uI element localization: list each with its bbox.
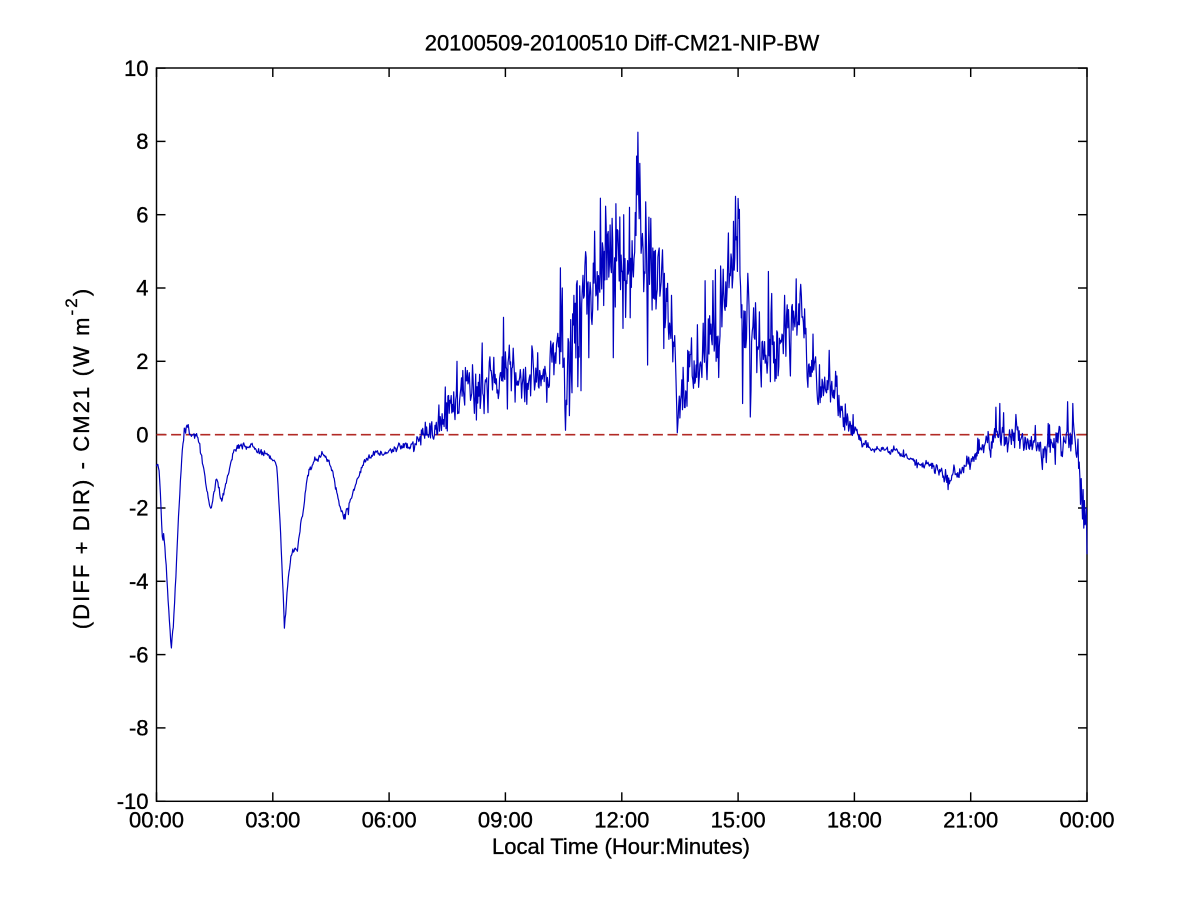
- svg-text:4: 4: [136, 276, 148, 301]
- svg-text:00:00: 00:00: [129, 808, 184, 833]
- svg-text:12:00: 12:00: [594, 808, 649, 833]
- svg-text:-8: -8: [129, 716, 149, 741]
- svg-text:0: 0: [136, 422, 148, 447]
- svg-text:20100509-20100510 Diff-CM21-NI: 20100509-20100510 Diff-CM21-NIP-BW: [425, 31, 820, 56]
- svg-text:-6: -6: [129, 642, 149, 667]
- svg-text:09:00: 09:00: [478, 808, 533, 833]
- svg-text:15:00: 15:00: [711, 808, 766, 833]
- svg-text:06:00: 06:00: [362, 808, 417, 833]
- svg-text:03:00: 03:00: [245, 808, 300, 833]
- svg-text:00:00: 00:00: [1059, 808, 1114, 833]
- svg-text:10: 10: [124, 56, 148, 81]
- svg-text:-4: -4: [129, 569, 149, 594]
- svg-text:2: 2: [136, 349, 148, 374]
- svg-text:Local Time (Hour:Minutes): Local Time (Hour:Minutes): [492, 834, 750, 859]
- svg-text:-10: -10: [117, 789, 149, 814]
- svg-text:6: 6: [136, 202, 148, 227]
- svg-text:-2: -2: [129, 496, 149, 521]
- svg-text:21:00: 21:00: [943, 808, 998, 833]
- svg-text:18:00: 18:00: [827, 808, 882, 833]
- svg-text:8: 8: [136, 129, 148, 154]
